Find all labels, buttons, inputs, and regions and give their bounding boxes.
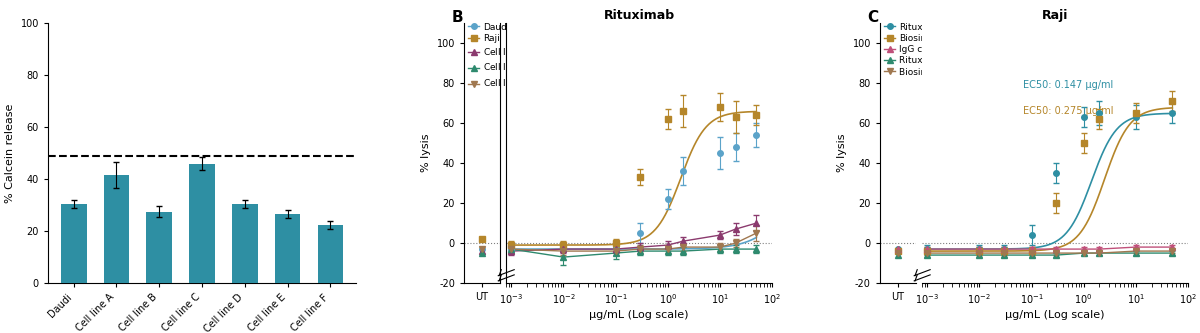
- Bar: [190, 164, 215, 283]
- Bar: [232, 204, 258, 283]
- Legend: Daudi, Raji, Cell line A (CD20$^{low}$), Cell line C (CD20$^{low}$), Cell line E: Daudi, Raji, Cell line A (CD20$^{low}$),…: [468, 23, 575, 90]
- X-axis label: μg/mL (Log scale): μg/mL (Log scale): [1006, 310, 1105, 320]
- Text: EC50: 0.275 μg/ml: EC50: 0.275 μg/ml: [1024, 107, 1114, 117]
- Bar: [103, 175, 130, 283]
- Y-axis label: % Calcein release: % Calcein release: [5, 104, 16, 203]
- Legend: Rituximab, Biosimilar, IgG control, Rituximab + HI serum, Biosimilar + HI serum: Rituximab, Biosimilar, IgG control, Ritu…: [884, 23, 1000, 77]
- Y-axis label: % lysis: % lysis: [421, 134, 431, 172]
- Title: Raji: Raji: [1042, 9, 1068, 22]
- X-axis label: μg/mL (Log scale): μg/mL (Log scale): [589, 310, 689, 320]
- Text: B: B: [451, 10, 463, 25]
- Text: EC50: 0.147 μg/ml: EC50: 0.147 μg/ml: [1024, 81, 1114, 91]
- Bar: [146, 212, 172, 283]
- Bar: [275, 214, 300, 283]
- Text: C: C: [868, 10, 878, 25]
- Y-axis label: % lysis: % lysis: [836, 134, 847, 172]
- Bar: [318, 224, 343, 283]
- Title: Rituximab: Rituximab: [604, 9, 674, 22]
- Bar: [61, 204, 86, 283]
